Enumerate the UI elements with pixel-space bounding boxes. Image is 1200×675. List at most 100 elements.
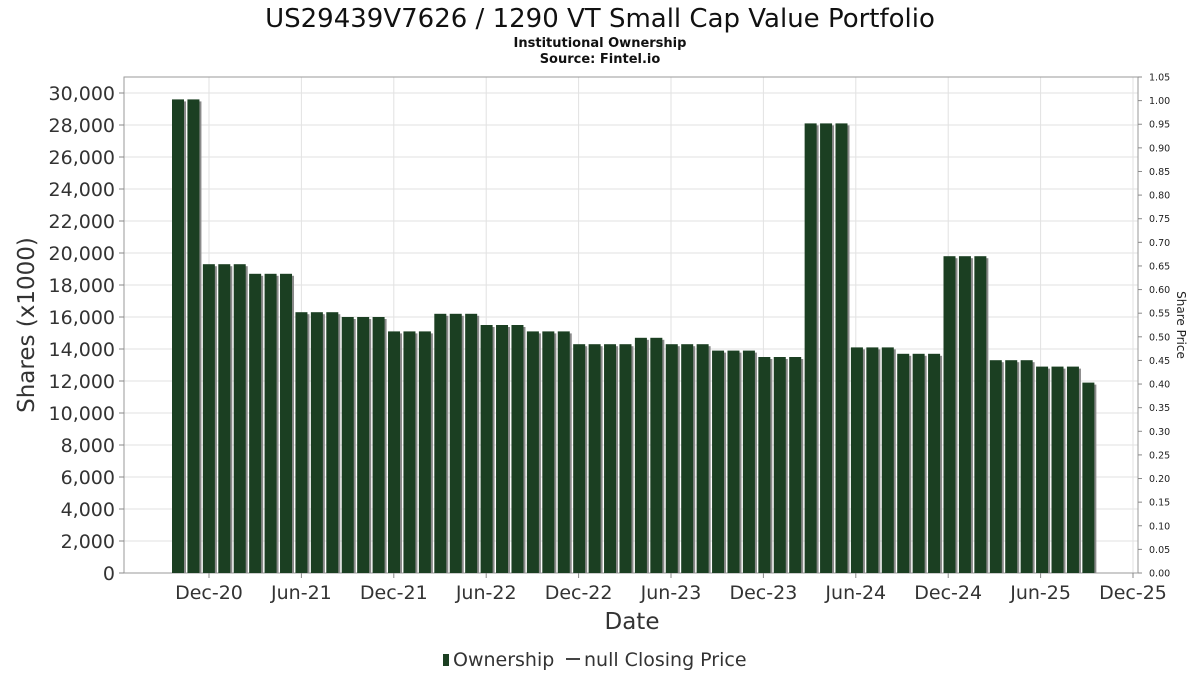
y2-tick-label: 0.40 (1149, 380, 1170, 391)
y-tick-label: 6,000 (61, 467, 115, 489)
ownership-bar (264, 273, 277, 573)
ownership-bar (1082, 382, 1095, 573)
ownership-bar (681, 344, 694, 573)
y2-tick-label: 0.35 (1149, 403, 1170, 414)
x-tick-label: Dec-23 (729, 582, 797, 604)
ownership-bar (202, 264, 215, 573)
y2-tick-label: 0.95 (1149, 120, 1170, 131)
y-tick-label: 8,000 (61, 435, 115, 457)
y-axis-label: Shares (x1000) (14, 237, 40, 413)
legend-ownership-swatch (443, 654, 449, 666)
ownership-bar (357, 317, 370, 573)
chart-source: Source: Fintel.io (540, 52, 661, 67)
ownership-bar (619, 344, 632, 573)
ownership-bar (496, 325, 509, 573)
ownership-bar (820, 123, 833, 574)
ownership-bar (557, 331, 570, 573)
y2-axis-ticks: 0.00 0.05 0.10 0.15 0.20 0.25 0.30 0.35 0.40 0.45… (1138, 73, 1170, 580)
ownership-bar (233, 264, 246, 573)
ownership-bar (511, 325, 524, 573)
ownership-bar (850, 347, 863, 573)
ownership-bar (372, 317, 385, 573)
y-tick-label: 20,000 (49, 243, 115, 265)
x-tick-label: Dec-21 (360, 582, 428, 604)
y-tick-label: 26,000 (49, 147, 115, 169)
ownership-bar (742, 350, 755, 573)
ownership-bar (172, 99, 184, 574)
ownership-bar (758, 357, 771, 573)
y2-tick-label: 1.05 (1149, 73, 1170, 84)
ownership-bar (588, 344, 601, 573)
x-tick-label: Jun-22 (455, 582, 517, 604)
y2-tick-label: 0.70 (1149, 238, 1170, 249)
x-tick-label: Dec-25 (1099, 582, 1167, 604)
ownership-bar (295, 312, 308, 573)
ownership-bar (1005, 360, 1018, 573)
ownership-bar (341, 317, 354, 573)
ownership-bar (804, 123, 817, 574)
y2-tick-label: 0.90 (1149, 143, 1170, 154)
y2-tick-label: 0.55 (1149, 309, 1170, 320)
y2-tick-label: 0.10 (1149, 521, 1170, 532)
ownership-bar (789, 357, 802, 573)
ownership-bar (403, 331, 416, 573)
ownership-bar (989, 360, 1002, 573)
ownership-bar (1036, 366, 1049, 573)
legend-ownership-label: Ownership (453, 649, 554, 671)
y2-tick-label: 0.75 (1149, 214, 1170, 225)
y-tick-label: 0 (103, 563, 115, 585)
x-axis-ticks: Dec-20 Jun-21 Dec-21 Jun-22 Dec-22 Jun-23 Dec-… (175, 573, 1167, 604)
ownership-bar (542, 331, 555, 573)
ownership-bar (1066, 366, 1079, 573)
y2-tick-label: 0.30 (1149, 427, 1170, 438)
y-tick-label: 28,000 (49, 115, 115, 137)
ownership-bar (326, 312, 339, 573)
y2-tick-label: 0.00 (1149, 569, 1170, 580)
ownership-bar (388, 331, 401, 573)
y2-tick-label: 0.20 (1149, 474, 1170, 485)
ownership-bar (187, 99, 200, 574)
x-tick-label: Jun-25 (1009, 582, 1071, 604)
y-tick-label: 16,000 (49, 307, 115, 329)
x-tick-label: Jun-24 (824, 582, 886, 604)
ownership-bar (1020, 360, 1033, 573)
x-tick-label: Dec-22 (545, 582, 613, 604)
y-tick-label: 14,000 (49, 339, 115, 361)
y2-tick-label: 0.65 (1149, 261, 1170, 272)
ownership-bar (773, 357, 786, 573)
ownership-bar (974, 256, 987, 573)
ownership-bar (573, 344, 586, 573)
ownership-bar (465, 313, 478, 573)
chart-title: US29439V7626 / 1290 VT Small Cap Value P… (265, 4, 935, 34)
ownership-bar (434, 313, 447, 573)
x-tick-label: Jun-23 (640, 582, 702, 604)
y2-tick-label: 0.80 (1149, 191, 1170, 202)
y2-tick-label: 0.05 (1149, 545, 1170, 556)
ownership-bar (310, 312, 323, 573)
y-tick-label: 22,000 (49, 211, 115, 233)
ownership-bar (928, 353, 941, 573)
y-tick-label: 10,000 (49, 403, 115, 425)
chart-subtitle: Institutional Ownership (514, 36, 687, 51)
y-tick-label: 30,000 (49, 83, 115, 105)
ownership-bar (712, 350, 725, 573)
ownership-bar (897, 353, 910, 573)
ownership-bar (958, 256, 971, 573)
y2-tick-label: 0.50 (1149, 332, 1170, 343)
ownership-bar (912, 353, 925, 573)
ownership-bar (881, 347, 894, 573)
ownership-bar (449, 313, 462, 573)
x-tick-label: Jun-21 (270, 582, 332, 604)
ownership-bar (249, 273, 262, 573)
ownership-bar (943, 256, 956, 573)
y2-tick-label: 0.15 (1149, 498, 1170, 509)
ownership-bar (1051, 366, 1064, 573)
ownership-bar (634, 337, 647, 573)
y-axis-ticks: 0 2,000 4,000 6,000 8,000 10,000 12,000 14,000 1… (49, 83, 124, 585)
y2-tick-label: 0.45 (1149, 356, 1170, 367)
y-tick-label: 2,000 (61, 531, 115, 553)
x-tick-label: Dec-24 (914, 582, 982, 604)
ownership-bar (604, 344, 617, 573)
y2-tick-label: 0.85 (1149, 167, 1170, 178)
bars-group (172, 99, 1097, 574)
